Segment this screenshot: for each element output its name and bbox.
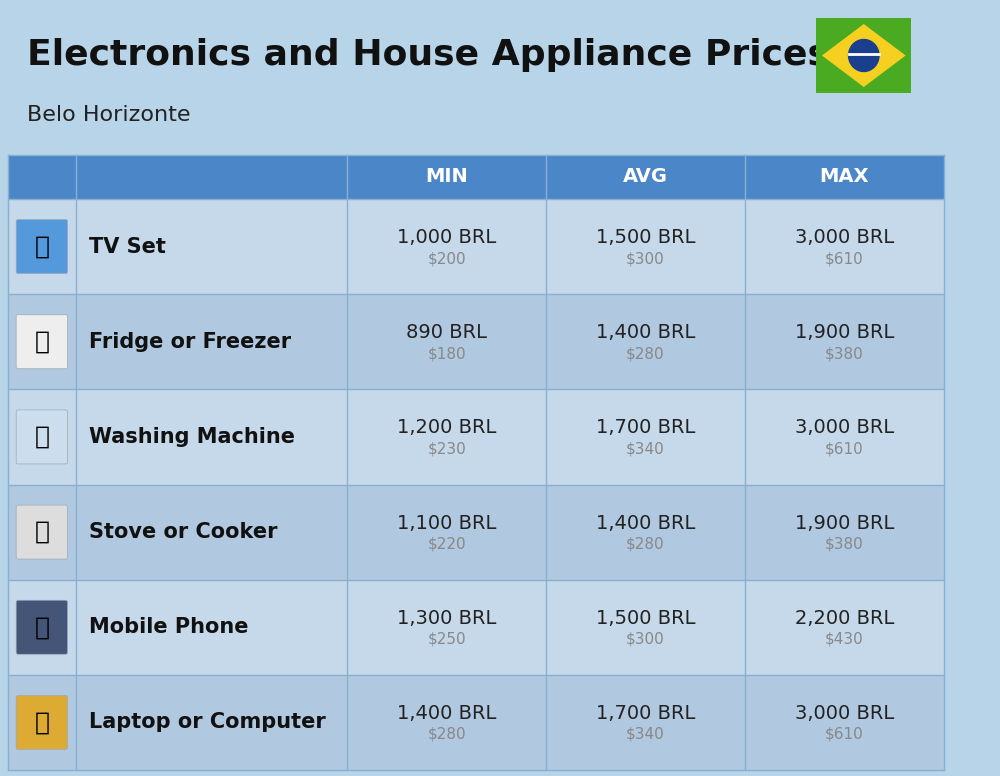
Polygon shape	[822, 24, 906, 87]
FancyBboxPatch shape	[816, 18, 911, 93]
Text: AVG: AVG	[623, 168, 668, 186]
Text: 📱: 📱	[34, 615, 49, 639]
FancyBboxPatch shape	[8, 484, 944, 580]
Text: 890 BRL: 890 BRL	[406, 324, 487, 342]
FancyBboxPatch shape	[8, 155, 944, 199]
Text: 🧊: 🧊	[34, 330, 49, 354]
Text: 1,200 BRL: 1,200 BRL	[397, 418, 496, 438]
Text: 1,400 BRL: 1,400 BRL	[596, 324, 695, 342]
Text: $610: $610	[825, 727, 864, 742]
Text: $250: $250	[427, 632, 466, 646]
FancyBboxPatch shape	[8, 294, 944, 390]
Text: $200: $200	[427, 251, 466, 266]
Text: $610: $610	[825, 251, 864, 266]
Text: TV Set: TV Set	[89, 237, 166, 257]
Text: 1,500 BRL: 1,500 BRL	[596, 228, 695, 247]
Text: $280: $280	[626, 346, 665, 362]
Text: 1,900 BRL: 1,900 BRL	[795, 324, 894, 342]
Text: 1,700 BRL: 1,700 BRL	[596, 418, 695, 438]
Text: $430: $430	[825, 632, 864, 646]
Text: 📺: 📺	[34, 234, 49, 258]
Text: $610: $610	[825, 442, 864, 456]
Text: $340: $340	[626, 442, 665, 456]
Text: $340: $340	[626, 727, 665, 742]
Text: 🫧: 🫧	[34, 425, 49, 449]
Text: Electronics and House Appliance Prices: Electronics and House Appliance Prices	[27, 38, 829, 72]
Text: $280: $280	[626, 536, 665, 552]
Text: Mobile Phone: Mobile Phone	[89, 617, 249, 637]
FancyBboxPatch shape	[8, 580, 944, 675]
Text: $380: $380	[825, 536, 864, 552]
Text: 2,200 BRL: 2,200 BRL	[795, 608, 894, 628]
Text: 3,000 BRL: 3,000 BRL	[795, 704, 894, 723]
Text: Laptop or Computer: Laptop or Computer	[89, 712, 326, 733]
Text: MAX: MAX	[820, 168, 869, 186]
Text: 1,400 BRL: 1,400 BRL	[397, 704, 496, 723]
Text: Stove or Cooker: Stove or Cooker	[89, 522, 278, 542]
FancyBboxPatch shape	[16, 410, 68, 464]
Text: MIN: MIN	[425, 168, 468, 186]
FancyBboxPatch shape	[16, 220, 68, 274]
Text: 1,700 BRL: 1,700 BRL	[596, 704, 695, 723]
FancyBboxPatch shape	[8, 390, 944, 484]
FancyBboxPatch shape	[8, 675, 944, 770]
Text: $280: $280	[427, 727, 466, 742]
Text: 1,900 BRL: 1,900 BRL	[795, 514, 894, 532]
Text: 1,500 BRL: 1,500 BRL	[596, 608, 695, 628]
FancyBboxPatch shape	[16, 601, 68, 654]
Text: $220: $220	[427, 536, 466, 552]
Text: 1,100 BRL: 1,100 BRL	[397, 514, 496, 532]
Text: Fridge or Freezer: Fridge or Freezer	[89, 332, 292, 352]
Text: $300: $300	[626, 632, 665, 646]
FancyBboxPatch shape	[16, 505, 68, 559]
Text: 1,000 BRL: 1,000 BRL	[397, 228, 496, 247]
Text: $180: $180	[427, 346, 466, 362]
Text: 💻: 💻	[34, 710, 49, 734]
Text: Belo Horizonte: Belo Horizonte	[27, 105, 190, 125]
Text: 1,300 BRL: 1,300 BRL	[397, 608, 496, 628]
Text: $300: $300	[626, 251, 665, 266]
Text: Washing Machine: Washing Machine	[89, 427, 295, 447]
Text: 1,400 BRL: 1,400 BRL	[596, 514, 695, 532]
Text: $380: $380	[825, 346, 864, 362]
Text: 3,000 BRL: 3,000 BRL	[795, 418, 894, 438]
Text: 3,000 BRL: 3,000 BRL	[795, 228, 894, 247]
FancyBboxPatch shape	[8, 199, 944, 294]
Text: 🔥: 🔥	[34, 520, 49, 544]
Text: $230: $230	[427, 442, 466, 456]
FancyBboxPatch shape	[16, 695, 68, 750]
FancyBboxPatch shape	[16, 315, 68, 369]
Circle shape	[849, 40, 879, 71]
